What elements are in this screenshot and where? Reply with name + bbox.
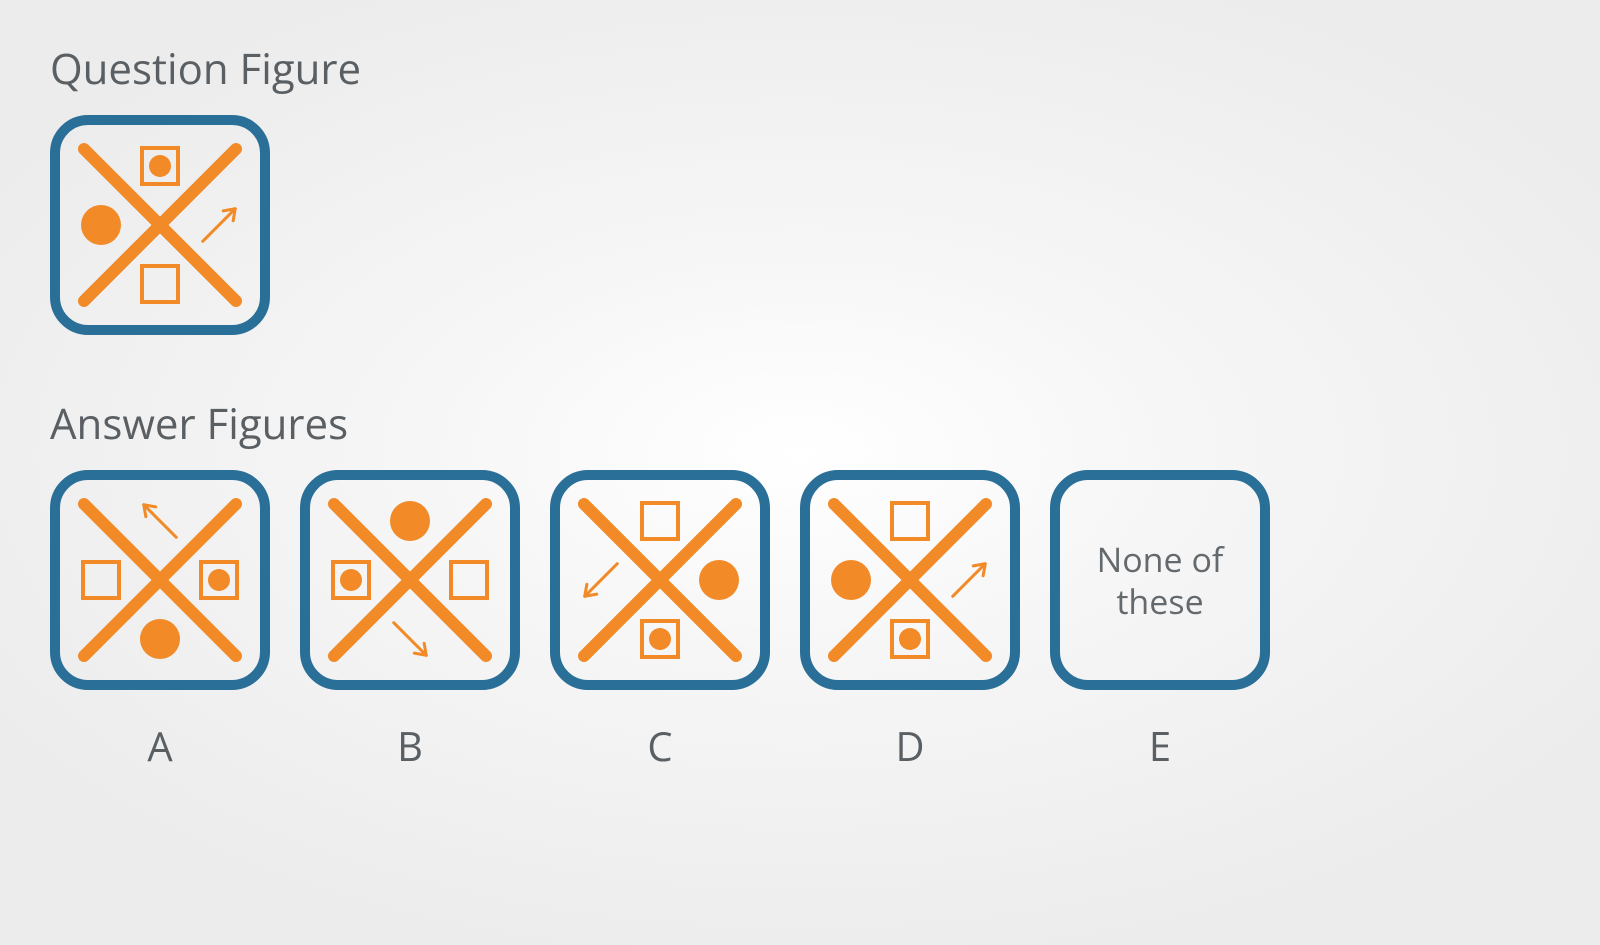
answer-tile-a[interactable]	[50, 470, 270, 690]
answers-heading: Answer Figures	[50, 395, 1550, 452]
question-figure-tile	[50, 115, 270, 335]
answer-tile-e[interactable]: None of these	[1050, 470, 1270, 690]
answer-label-d: D	[895, 718, 924, 773]
answer-tile-c[interactable]	[550, 470, 770, 690]
answer-tile-b[interactable]	[300, 470, 520, 690]
answer-label-c: C	[647, 718, 672, 773]
answer-tiles-row: A B C	[50, 470, 1550, 773]
question-heading: Question Figure	[50, 40, 1550, 97]
answer-tile-d[interactable]	[800, 470, 1020, 690]
answer-label-a: A	[147, 718, 172, 773]
none-of-these-text: None of these	[1060, 538, 1260, 623]
answer-label-e: E	[1149, 718, 1171, 773]
answer-label-b: B	[397, 718, 423, 773]
